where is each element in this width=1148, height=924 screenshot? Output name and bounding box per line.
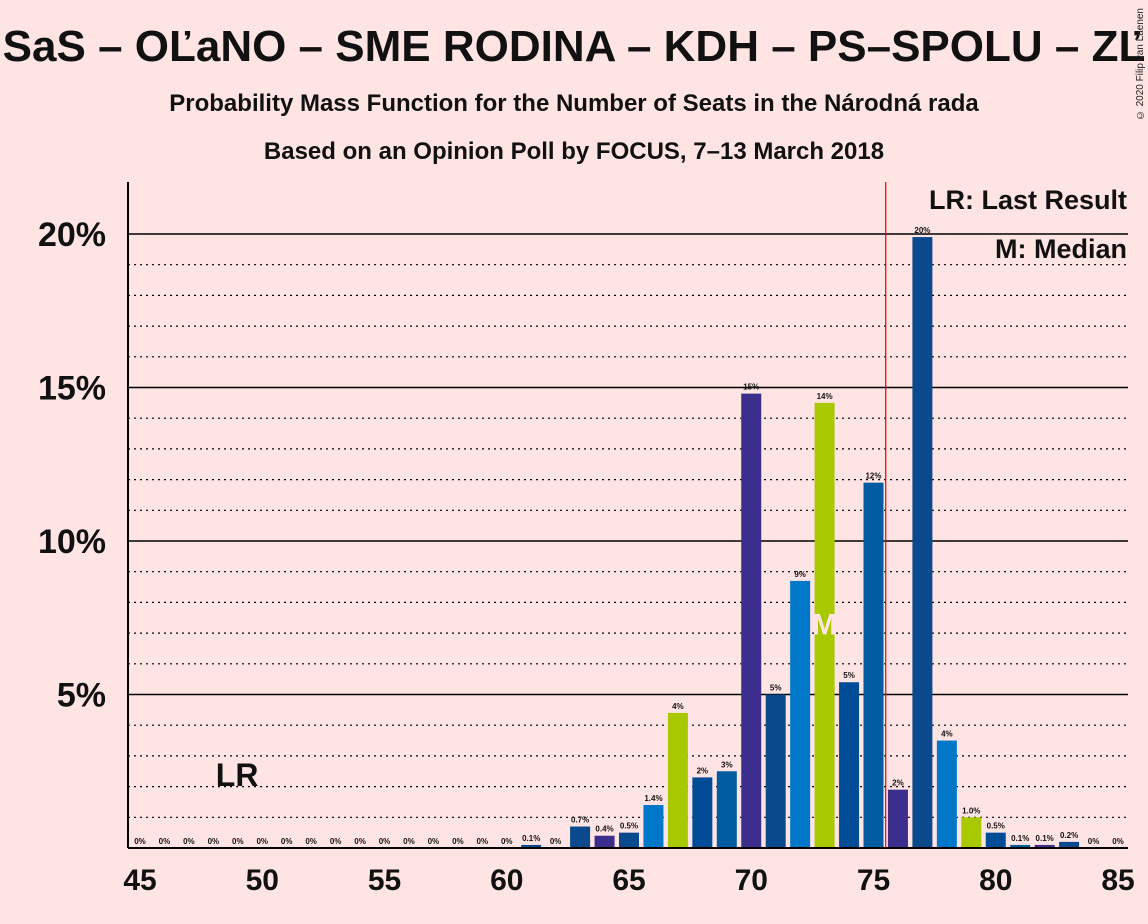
bar-seat-83 <box>1059 841 1080 848</box>
legend-median: M: Median <box>995 234 1127 264</box>
bar-seat-77 <box>912 237 933 848</box>
bar-label-seat-51: 0% <box>281 837 293 846</box>
bar-label-seat-71: 5% <box>770 684 782 693</box>
bar-label-seat-59: 0% <box>477 837 489 846</box>
y-tick-label: 5% <box>57 677 106 715</box>
bar-label-seat-52: 0% <box>305 837 317 846</box>
bar-seat-67 <box>667 712 688 848</box>
bar-label-seat-55: 0% <box>379 837 391 846</box>
gridlines <box>128 233 1128 818</box>
bar-label-seat-66: 1.4% <box>644 794 662 803</box>
bar-label-seat-75: 12% <box>865 472 881 481</box>
bar-label-seat-45: 0% <box>134 837 146 846</box>
bar-seat-69 <box>716 771 737 848</box>
bar-seat-79 <box>961 817 982 848</box>
bar-label-seat-78: 4% <box>941 730 953 739</box>
bar-label-seat-82: 0.1% <box>1036 834 1054 843</box>
bar-seat-81 <box>1010 844 1031 848</box>
x-tick-label: 60 <box>490 864 523 897</box>
bar-label-seat-73: 14% <box>817 392 833 401</box>
chart-subtitle: Probability Mass Function for the Number… <box>169 90 979 117</box>
bar-label-seat-81: 0.1% <box>1011 834 1029 843</box>
x-tick-label: 45 <box>123 864 156 897</box>
y-tick-label: 15% <box>38 370 106 408</box>
bar-seat-65 <box>619 832 639 848</box>
bar-label-seat-49: 0% <box>232 837 244 846</box>
bar-label-seat-57: 0% <box>428 837 440 846</box>
x-tick-label: 50 <box>246 864 279 897</box>
bar-seat-74 <box>839 682 860 848</box>
bar-label-seat-84: 0% <box>1088 837 1100 846</box>
bar-seat-75 <box>863 482 884 848</box>
bar-label-seat-48: 0% <box>208 837 220 846</box>
bar-label-seat-68: 2% <box>697 766 709 775</box>
last-result-marker: LR <box>216 757 259 793</box>
bar-seat-73 <box>814 402 835 848</box>
bar-seat-78 <box>936 740 957 848</box>
chart-title: SaS – OĽaNO – SME RODINA – KDH – PS–SPOL… <box>2 22 1146 71</box>
median-marker: M <box>812 608 837 641</box>
bar-label-seat-53: 0% <box>330 837 342 846</box>
y-tick-label: 10% <box>38 523 106 561</box>
bar-label-seat-77: 20% <box>914 226 930 235</box>
bar-label-seat-54: 0% <box>354 837 366 846</box>
bar-label-seat-64: 0.4% <box>595 825 613 834</box>
bar-label-seat-61: 0.1% <box>522 834 540 843</box>
bar-label-seat-46: 0% <box>159 837 171 846</box>
x-tick-label: 75 <box>857 864 890 897</box>
bar-label-seat-79: 1.0% <box>962 806 980 815</box>
bar-seat-64 <box>594 835 615 848</box>
bar-label-seat-67: 4% <box>672 702 684 711</box>
y-tick-label: 20% <box>38 216 106 254</box>
bar-label-seat-58: 0% <box>452 837 464 846</box>
bar-seat-66 <box>643 805 664 848</box>
x-tick-label: 80 <box>979 864 1012 897</box>
bar-seat-71 <box>765 694 786 848</box>
bar-label-seat-80: 0.5% <box>987 822 1005 831</box>
bar-label-seat-65: 0.5% <box>620 822 638 831</box>
legend-last-result: LR: Last Result <box>929 185 1127 215</box>
axes: 5% 10% 15% 20% 45 50 55 60 65 70 75 80 85 <box>38 182 1135 897</box>
x-tick-label: 65 <box>612 864 645 897</box>
bar-label-seat-72: 9% <box>794 570 806 579</box>
bar-label-seat-62: 0% <box>550 837 562 846</box>
bar-label-seat-70: 15% <box>743 383 759 392</box>
bar-label-seat-74: 5% <box>843 671 855 680</box>
bar-seat-72 <box>790 580 811 848</box>
bar-seat-70 <box>741 393 762 848</box>
bar-label-seat-76: 2% <box>892 779 904 788</box>
x-tick-label: 70 <box>735 864 768 897</box>
bar-label-seat-83: 0.2% <box>1060 831 1078 840</box>
bar-seat-61 <box>521 844 542 848</box>
bar-label-seat-85: 0% <box>1112 837 1124 846</box>
bars <box>521 237 1080 848</box>
bar-seat-80 <box>985 832 1006 848</box>
bar-seat-82 <box>1034 844 1055 848</box>
x-tick-label: 55 <box>368 864 401 897</box>
bar-seat-68 <box>692 777 713 848</box>
bar-seat-63 <box>570 826 591 848</box>
bar-seat-76 <box>887 789 908 848</box>
chart-source-line: Based on an Opinion Poll by FOCUS, 7–13 … <box>263 138 885 165</box>
x-tick-label: 85 <box>1101 864 1134 897</box>
bar-label-seat-56: 0% <box>403 837 415 846</box>
bar-label-seat-50: 0% <box>256 837 268 846</box>
bar-label-seat-60: 0% <box>501 837 513 846</box>
bar-label-seat-63: 0.7% <box>571 816 589 825</box>
bar-labels: 0% 0% 0% 0% 0% 0% 0% 0% 0% 0% 0% 0% 0% 0% 0% 0% 0.1% 0% 0.… <box>134 226 1124 846</box>
bar-label-seat-69: 3% <box>721 760 733 769</box>
bar-label-seat-47: 0% <box>183 837 195 846</box>
